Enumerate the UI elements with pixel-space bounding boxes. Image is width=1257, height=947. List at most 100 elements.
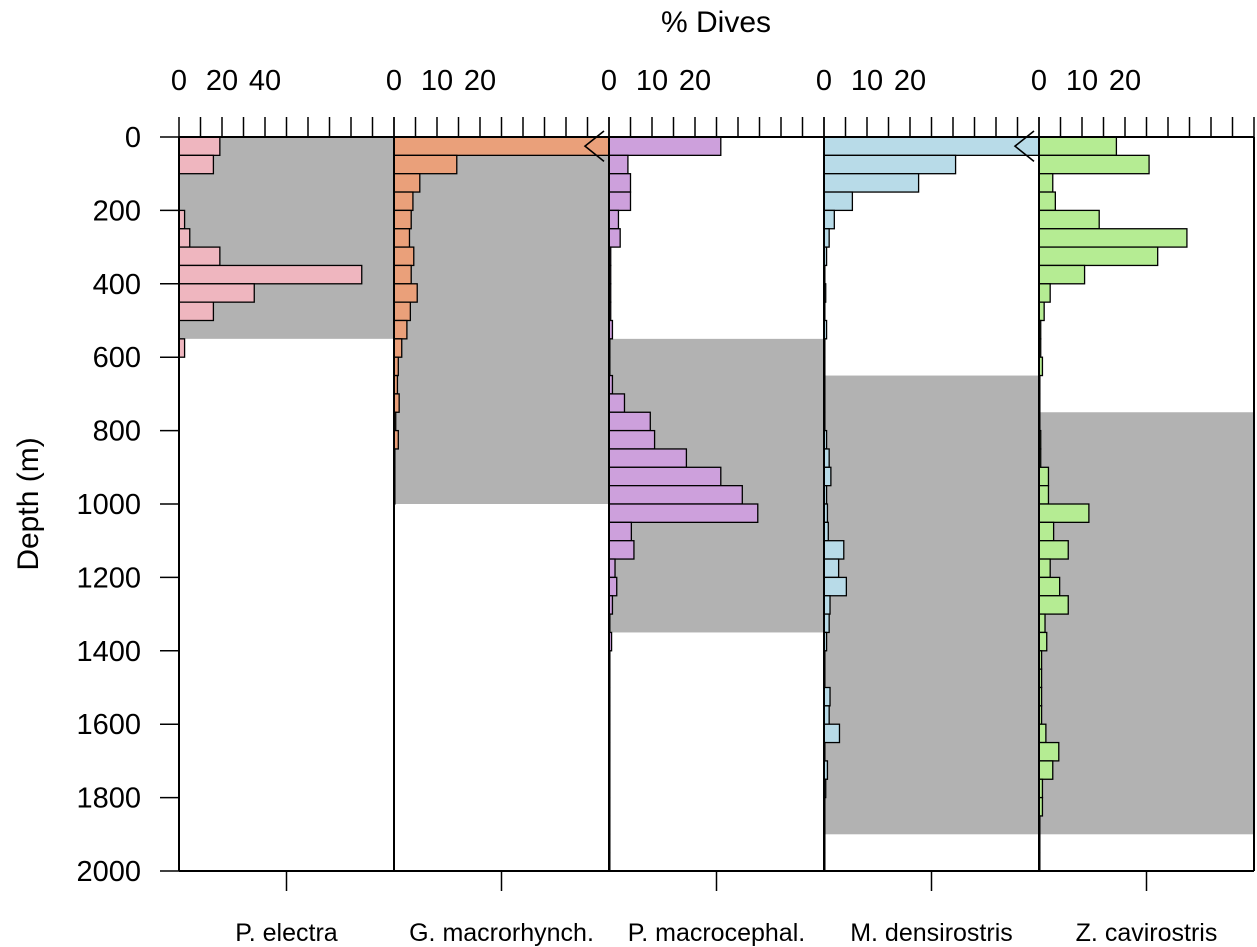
- species-label: P. electra: [235, 919, 337, 947]
- y-tick-label: 400: [93, 269, 141, 301]
- y-tick-label: 1800: [76, 783, 141, 815]
- bar: [393, 338, 403, 358]
- bar: [1038, 741, 1060, 762]
- y-tick-label: 1200: [76, 562, 141, 594]
- bar: [608, 228, 621, 248]
- bar: [1038, 264, 1086, 285]
- bar: [1038, 466, 1050, 487]
- bar: [608, 521, 633, 542]
- y-axis-title: Depth (m): [12, 437, 45, 570]
- y-tick-label: 200: [93, 195, 141, 227]
- shaded-depth-band: [824, 375, 1039, 835]
- bar: [608, 393, 626, 413]
- bar: [1038, 154, 1150, 175]
- bar: [608, 136, 722, 157]
- bar: [1038, 595, 1069, 615]
- y-tick-label: 0: [125, 122, 141, 154]
- bar: [1038, 283, 1051, 303]
- species-label: P. macrocephal.: [628, 919, 805, 947]
- top-tick-label: 20: [894, 65, 926, 97]
- y-tick-label: 800: [93, 416, 141, 448]
- y-tick-label: 600: [93, 342, 141, 374]
- bar: [608, 540, 635, 560]
- bar: [608, 484, 743, 505]
- bar: [393, 228, 411, 248]
- panel-2: 0 10 20 G. macrorhynch.: [386, 65, 610, 947]
- top-tick-label: 20: [206, 65, 238, 97]
- bar: [178, 301, 215, 322]
- bar: [1038, 631, 1048, 652]
- bar: [823, 154, 957, 175]
- bar: [823, 558, 840, 579]
- bar: [393, 154, 458, 175]
- bar: [1038, 228, 1188, 248]
- top-tick-label: 20: [1109, 65, 1141, 97]
- bar: [178, 154, 215, 175]
- bar: [608, 173, 632, 193]
- bar: [393, 319, 408, 340]
- bar: [393, 283, 418, 303]
- y-tick-label: 1600: [76, 709, 141, 741]
- top-tick-label: 0: [171, 65, 187, 97]
- bar: [823, 576, 848, 597]
- bar: [1038, 540, 1069, 560]
- bar: [1038, 521, 1055, 542]
- bar: [1038, 209, 1100, 230]
- bar: [1038, 136, 1118, 157]
- bar: [823, 209, 835, 230]
- panel-1: 0 20 40 P. electra: [171, 65, 395, 947]
- bar: [393, 264, 412, 285]
- y-axis: 0 200 400 600 800 1000 1200 1400 1600 1800 2000: [76, 122, 1255, 888]
- top-tick-label: 0: [816, 65, 832, 97]
- bar: [823, 136, 1040, 157]
- species-label: G. macrorhynch.: [409, 919, 594, 947]
- bar: [823, 723, 841, 744]
- bar: [178, 136, 221, 157]
- bar: [608, 466, 722, 487]
- shaded-depth-band: [1039, 412, 1254, 835]
- bar: [178, 264, 363, 285]
- panel-5: 0 10 20 Z. cavirostris: [1031, 65, 1255, 947]
- bar: [608, 154, 629, 175]
- bar: [393, 209, 412, 230]
- top-tick-label: 10: [636, 65, 668, 97]
- bar: [608, 429, 656, 450]
- y-tick-label: 1000: [76, 489, 141, 521]
- panel-3: 0 10 20 P. macrocephal.: [601, 65, 825, 947]
- bar: [1038, 246, 1159, 267]
- shaded-depth-band: [394, 137, 609, 504]
- top-tick-label: 20: [464, 65, 496, 97]
- bar: [1038, 503, 1090, 524]
- top-tick-label: 10: [421, 65, 453, 97]
- bar: [178, 228, 191, 248]
- bar: [393, 191, 414, 212]
- shaded-depth-band: [179, 137, 394, 339]
- bar: [1038, 723, 1047, 744]
- top-tick-label: 10: [851, 65, 883, 97]
- top-tick-label: 0: [386, 65, 402, 97]
- bar: [823, 466, 832, 487]
- bar: [823, 191, 854, 212]
- top-tick-label: 40: [249, 65, 281, 97]
- bar: [393, 246, 415, 267]
- top-tick-label: 0: [601, 65, 617, 97]
- y-tick-label: 1400: [76, 636, 141, 668]
- bar: [1038, 760, 1054, 780]
- bar: [823, 173, 920, 193]
- bar: [1038, 484, 1050, 505]
- bar: [1038, 173, 1054, 193]
- species-label: M. densirostris: [850, 919, 1013, 947]
- species-label: Z. cavirostris: [1076, 919, 1218, 947]
- top-tick-label: 10: [1066, 65, 1098, 97]
- bar: [608, 576, 618, 597]
- bar: [1038, 558, 1051, 579]
- bar: [608, 448, 688, 468]
- bar: [608, 503, 759, 524]
- bar: [1038, 191, 1056, 212]
- y-tick-label: 2000: [76, 856, 141, 888]
- bar: [1038, 576, 1061, 597]
- bar: [393, 173, 421, 193]
- panel-4: 0 10 20 M. densirostris: [816, 65, 1040, 947]
- panels-group: 0 20 40 P. electra 0 10 20 G. macrorhynch. 0 10 20…: [171, 65, 1255, 947]
